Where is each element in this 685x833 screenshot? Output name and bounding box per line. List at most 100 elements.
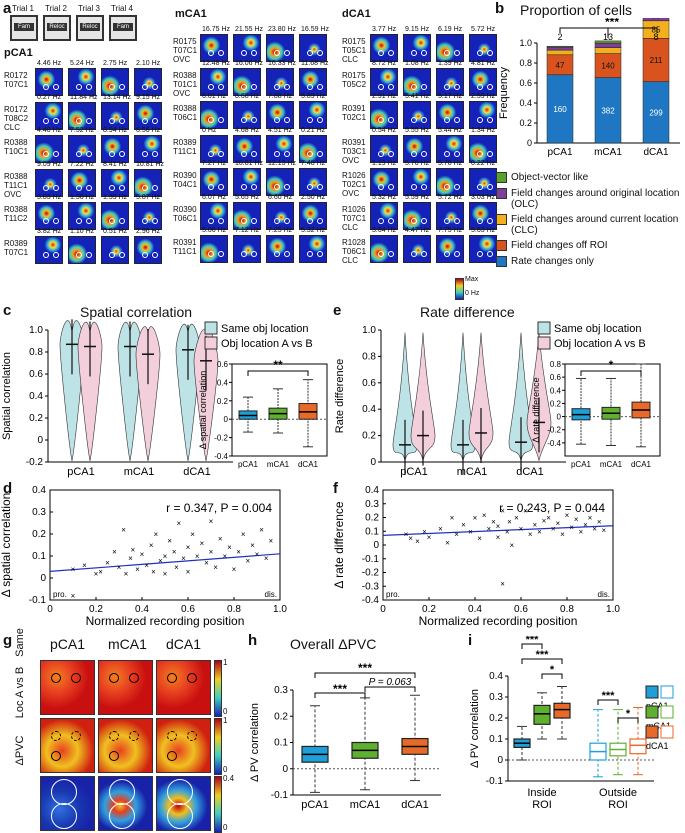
x-tick-label: dCA1	[516, 466, 544, 478]
object-marker	[421, 251, 427, 257]
object-marker	[444, 150, 450, 157]
pCA1-peak-rate: 5.87 Hz	[136, 194, 161, 201]
trial-label: Trial 2	[45, 4, 67, 13]
object-marker	[307, 150, 313, 157]
object-marker	[421, 217, 427, 224]
object-marker	[307, 251, 313, 257]
object-marker	[388, 150, 394, 157]
object-marker	[241, 117, 247, 123]
object-marker	[167, 731, 177, 741]
y-tick-label: 1.0	[362, 325, 376, 336]
object-marker	[251, 150, 257, 157]
dCA1-peak-rate: 3.03 Hz	[471, 193, 496, 201]
scatter-point: ×	[560, 530, 565, 539]
mCA1-peak-rate: 16.06 Hz	[235, 59, 264, 67]
pCA1-peak-rate: 11.84 Hz	[70, 93, 98, 101]
x-tick-label: mCA1	[457, 466, 488, 478]
pvc-map	[156, 718, 211, 773]
mCA1-peak-rate: 21.55 Hz	[235, 26, 264, 33]
dCA1-cell-tetrode: T05C2	[342, 79, 367, 89]
dCA1-peak-rate: 6.19 Hz	[438, 26, 463, 33]
object-marker	[444, 50, 450, 56]
object-marker	[86, 117, 92, 124]
dCA1-cell-id: R1026	[342, 204, 366, 214]
object-marker	[76, 84, 82, 90]
object-marker	[421, 184, 427, 190]
object-marker	[43, 218, 49, 224]
y-tick-label: 0.2	[365, 513, 379, 524]
object-marker	[477, 184, 483, 190]
pvc-map	[156, 660, 211, 715]
object-marker	[284, 217, 290, 224]
dCA1-rate-map	[403, 168, 431, 196]
object-marker	[241, 50, 247, 56]
dCA1-peak-rate: 5.32 Hz	[372, 193, 397, 201]
object-marker	[208, 150, 214, 157]
x-tick-label: pCA1	[400, 466, 428, 478]
inset-y-tick-label: 0.4	[217, 378, 229, 387]
inset-y-tick-label: 0.4	[550, 386, 562, 395]
mCA1-rate-map	[200, 134, 228, 163]
y-tick-label: 0.1	[365, 526, 379, 537]
scatter-point: ×	[209, 548, 214, 557]
legend-swatch-filled	[645, 705, 659, 719]
mCA1-peak-rate: 2.50 Hz	[301, 193, 326, 201]
x-tick-label: 0	[380, 604, 386, 615]
pCA1-cell-type: OVC	[4, 189, 22, 199]
pvc-map	[40, 776, 95, 831]
mCA1-rate-map	[233, 67, 261, 96]
pCA1-rate-map	[101, 101, 129, 130]
pCA1-cell-tetrode: T10C1	[4, 147, 29, 156]
dCA1-rate-map	[469, 235, 497, 263]
scatter-point: ×	[578, 527, 583, 536]
object-marker	[109, 151, 115, 157]
bar-value-label: 140	[601, 62, 615, 71]
pCA1-rate-map	[134, 68, 162, 96]
region-title-dCA1: dCA1	[342, 8, 371, 20]
dCA1-cell-id: R1028	[342, 238, 366, 247]
scatter-point: ×	[153, 530, 158, 539]
x-tick-label: 0.6	[514, 604, 528, 615]
object-marker	[76, 151, 82, 157]
object-marker	[317, 251, 323, 257]
scatter-point: ×	[259, 526, 264, 535]
y-tick-label: 0	[40, 573, 46, 584]
object-marker	[86, 84, 92, 90]
object-marker	[208, 50, 214, 56]
mCA1-peak-rate: 6.60 Hz	[268, 193, 293, 201]
object-marker	[487, 50, 493, 56]
scatter-point: ×	[404, 530, 409, 539]
bar-segment	[594, 53, 622, 78]
object-marker	[317, 83, 323, 90]
object-marker	[378, 251, 384, 257]
dCA1-peak-rate: 4.47 Hz	[405, 227, 430, 234]
mCA1-rate-map	[299, 168, 327, 196]
pCA1-rate-map	[101, 235, 129, 264]
x-tick-label: 1.0	[606, 604, 620, 615]
dCA1-rate-map	[370, 67, 398, 96]
pCA1-peak-rate: 8.94 Hz	[103, 127, 128, 134]
bar-segment	[594, 47, 622, 54]
mCA1-rate-map	[299, 34, 327, 62]
pCA1-cell-id: R0388	[4, 138, 28, 147]
pCA1-peak-rate: 2.10 Hz	[136, 60, 161, 67]
mCA1-peak-rate: 6.07 Hz	[202, 193, 227, 201]
legend-label: Rate changes only	[511, 256, 594, 267]
y-tick-label: 0.4	[489, 671, 503, 682]
scatter-point: ×	[174, 563, 179, 572]
dCA1-rate-map	[403, 134, 431, 163]
object-marker	[477, 50, 483, 56]
pvc-colorbar	[214, 776, 222, 833]
x-tick-label: pCA1	[301, 799, 329, 811]
panel-label-f: f	[333, 480, 338, 497]
inset-y-tick-label: 0	[557, 413, 562, 422]
object-marker	[477, 83, 483, 90]
pCA1-peak-rate: 10.81 Hz	[136, 160, 165, 168]
box	[629, 738, 647, 755]
object-marker	[51, 751, 61, 761]
pCA1-cell-tetrode: T08C2	[4, 113, 29, 123]
scatter-point: ×	[186, 543, 191, 552]
object-marker	[218, 251, 224, 257]
object-marker	[307, 117, 313, 123]
inset-frame	[564, 363, 661, 457]
